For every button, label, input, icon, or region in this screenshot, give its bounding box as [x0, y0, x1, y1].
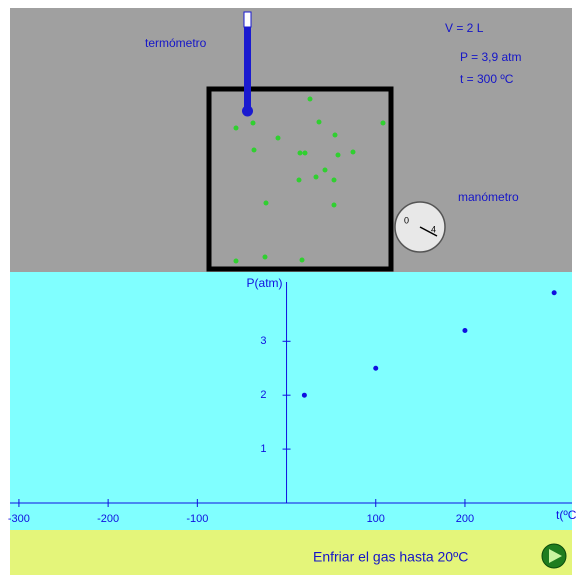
particles	[233, 96, 386, 264]
data-point	[301, 392, 307, 398]
y-axis-label: P(atm)	[247, 276, 283, 290]
gas-container	[206, 86, 394, 272]
temperature-label: t = 300 ºC	[460, 72, 514, 86]
y-tick-label: 3	[260, 335, 266, 347]
data-point	[462, 328, 468, 334]
pressure-label: P = 3,9 atm	[460, 50, 521, 64]
graph-panel	[10, 272, 572, 530]
x-tick-label: 200	[456, 513, 474, 525]
x-tick-label: -200	[97, 513, 119, 525]
action-text: Enfriar el gas hasta 20ºC	[313, 549, 468, 565]
x-tick-label: -100	[186, 513, 208, 525]
gauge-max: 4	[431, 224, 436, 234]
thermometer	[242, 11, 253, 117]
data-point	[551, 290, 557, 296]
gauge-min: 0	[404, 215, 409, 225]
x-tick-label: 100	[367, 513, 385, 525]
y-tick-label: 1	[260, 443, 266, 455]
x-tick-label: -300	[8, 513, 30, 525]
volume-label: V = 2 L	[445, 21, 484, 35]
play-button[interactable]	[541, 543, 567, 569]
thermometer-label: termómetro	[145, 36, 207, 50]
data-point	[373, 365, 379, 371]
top-panel	[10, 8, 572, 272]
control-bar	[10, 530, 572, 575]
manometer-label: manómetro	[458, 190, 519, 204]
pressure-gauge: 0 4	[394, 201, 446, 253]
graph: -300 -200 -100 100 200 1 2 3 P(atm) t(ºC	[8, 276, 577, 525]
y-tick-label: 2	[260, 389, 266, 401]
x-axis-label: t(ºC	[556, 508, 577, 522]
